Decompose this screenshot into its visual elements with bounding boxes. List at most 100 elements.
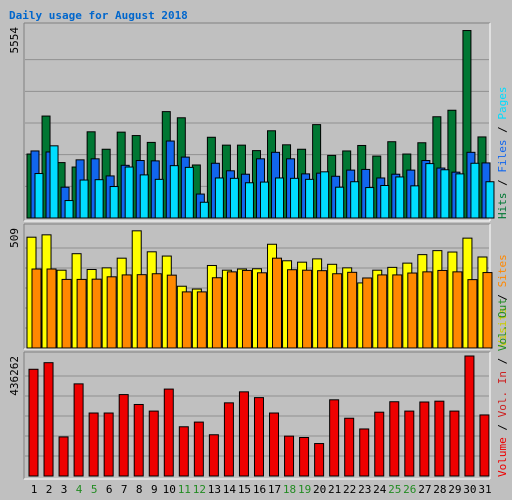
bar-sites-day-3 (61, 278, 72, 349)
bar-volume-day-22 (344, 417, 355, 477)
bar-pages-day-8 (139, 174, 149, 219)
bar-sites-day-11 (181, 291, 192, 349)
bar-pages-day-2 (49, 145, 59, 219)
bar-sites-day-22 (347, 271, 358, 349)
bar-volume-day-18 (284, 435, 295, 477)
bar-sites-day-7 (121, 274, 132, 349)
bar-pages-day-10 (169, 165, 179, 219)
bar-sites-day-26 (407, 272, 418, 349)
legend-separator: / (496, 417, 509, 437)
bar-volume-day-29 (449, 410, 460, 477)
x-tick-label-day-10: 10 (163, 483, 176, 496)
bar-pages-day-22 (350, 181, 360, 219)
legend-text: Volume / Vol. In / Vol. Out (496, 298, 509, 477)
bar-sites-day-17 (272, 257, 283, 349)
bar-pages-day-6 (109, 186, 119, 219)
x-tick-label-day-21: 21 (328, 483, 341, 496)
legend-separator: / (496, 351, 509, 371)
bar-pages-day-20 (320, 171, 330, 219)
x-tick-label-day-14: 14 (223, 483, 237, 496)
bar-sites-day-8 (136, 274, 147, 349)
legend-label: Hits (496, 193, 509, 220)
legend-label: Sites (496, 254, 509, 287)
x-tick-label-day-4: 4 (76, 483, 83, 496)
bar-pages-day-9 (154, 178, 164, 219)
bar-sites-day-15 (241, 269, 252, 349)
legend-separator: / (496, 173, 509, 193)
bar-pages-day-14 (229, 177, 239, 219)
x-tick-label-day-18: 18 (283, 483, 296, 496)
bar-pages-day-16 (259, 181, 269, 219)
x-tick-label-day-28: 28 (433, 483, 446, 496)
bar-volume-day-10 (163, 388, 174, 477)
bar-volume-day-9 (148, 410, 159, 477)
bar-pages-day-24 (380, 185, 390, 219)
legend-label: Visits (496, 307, 509, 347)
x-tick-label-day-24: 24 (373, 483, 387, 496)
x-tick-label-day-8: 8 (136, 483, 143, 496)
bar-volume-day-17 (269, 412, 280, 477)
series-volume (28, 355, 490, 477)
x-tick-label-day-23: 23 (358, 483, 371, 496)
bar-pages-day-3 (64, 200, 74, 219)
bar-volume-day-12 (193, 421, 204, 477)
legend-label: Vol. In (496, 371, 509, 417)
x-tick-label-day-5: 5 (91, 483, 98, 496)
bar-volume-day-27 (419, 401, 430, 477)
bar-sites-day-23 (362, 277, 373, 349)
panel-volume: 436262 Volume / Vol. In / Vol. Out (8, 298, 509, 480)
x-tick-label-day-19: 19 (298, 483, 311, 496)
bar-volume-day-8 (133, 403, 144, 477)
x-tick-label-day-25: 25 (388, 483, 401, 496)
bar-pages-day-4 (79, 179, 89, 219)
bar-pages-day-18 (290, 177, 300, 219)
bar-sites-day-20 (317, 270, 328, 349)
x-tick-label-day-12: 12 (193, 483, 206, 496)
chart-title: Daily usage for August 2018 (9, 9, 188, 22)
bar-sites-day-19 (302, 269, 313, 349)
bar-volume-day-7 (118, 394, 129, 477)
panel-legend: Visits / Sites (496, 254, 509, 347)
x-tick-label-day-20: 20 (313, 483, 326, 496)
bar-pages-day-21 (335, 186, 345, 219)
bar-sites-day-13 (211, 277, 222, 349)
bar-pages-day-11 (184, 166, 194, 219)
legend-separator: / (496, 120, 509, 140)
max-value-label: 5554 (8, 27, 21, 54)
x-tick-label-day-15: 15 (238, 483, 251, 496)
bar-volume-day-25 (389, 401, 400, 477)
x-tick-label-day-29: 29 (448, 483, 461, 496)
bar-volume-day-11 (178, 426, 189, 477)
bar-volume-day-14 (223, 402, 234, 477)
panel-visits-sites: 509 Visits / Sites (8, 223, 509, 350)
bar-volume-day-24 (374, 411, 385, 477)
x-tick-label-day-6: 6 (106, 483, 113, 496)
bar-sites-day-31 (482, 272, 493, 349)
bar-volume-day-13 (208, 434, 219, 477)
bar-sites-day-29 (452, 271, 463, 349)
x-tick-label-day-3: 3 (61, 483, 68, 496)
panel-hits-files-pages: 5554 Hits / Files / Pages (8, 22, 509, 222)
bar-volume-day-31 (479, 414, 490, 477)
bar-sites-day-1 (31, 268, 42, 349)
bar-volume-day-20 (314, 443, 325, 477)
bar-volume-day-5 (88, 412, 99, 477)
legend-label: Vol. Out (496, 298, 509, 351)
bar-sites-day-5 (91, 278, 102, 349)
bar-sites-day-6 (106, 276, 117, 349)
bar-volume-day-6 (103, 412, 114, 477)
x-tick-label-day-31: 31 (478, 483, 491, 496)
series-pages (34, 145, 495, 219)
bar-sites-day-2 (46, 268, 57, 349)
series-sites (31, 257, 493, 349)
bar-sites-day-9 (151, 273, 162, 349)
x-tick-label-day-13: 13 (208, 483, 221, 496)
x-tick-label-day-7: 7 (121, 483, 128, 496)
bar-sites-day-24 (377, 274, 388, 349)
max-value-label: 436262 (8, 356, 21, 396)
bar-volume-day-23 (359, 428, 370, 477)
bar-pages-day-12 (199, 201, 209, 219)
bar-pages-day-30 (470, 162, 480, 219)
x-tick-label-day-17: 17 (268, 483, 281, 496)
bar-pages-day-17 (275, 177, 285, 219)
